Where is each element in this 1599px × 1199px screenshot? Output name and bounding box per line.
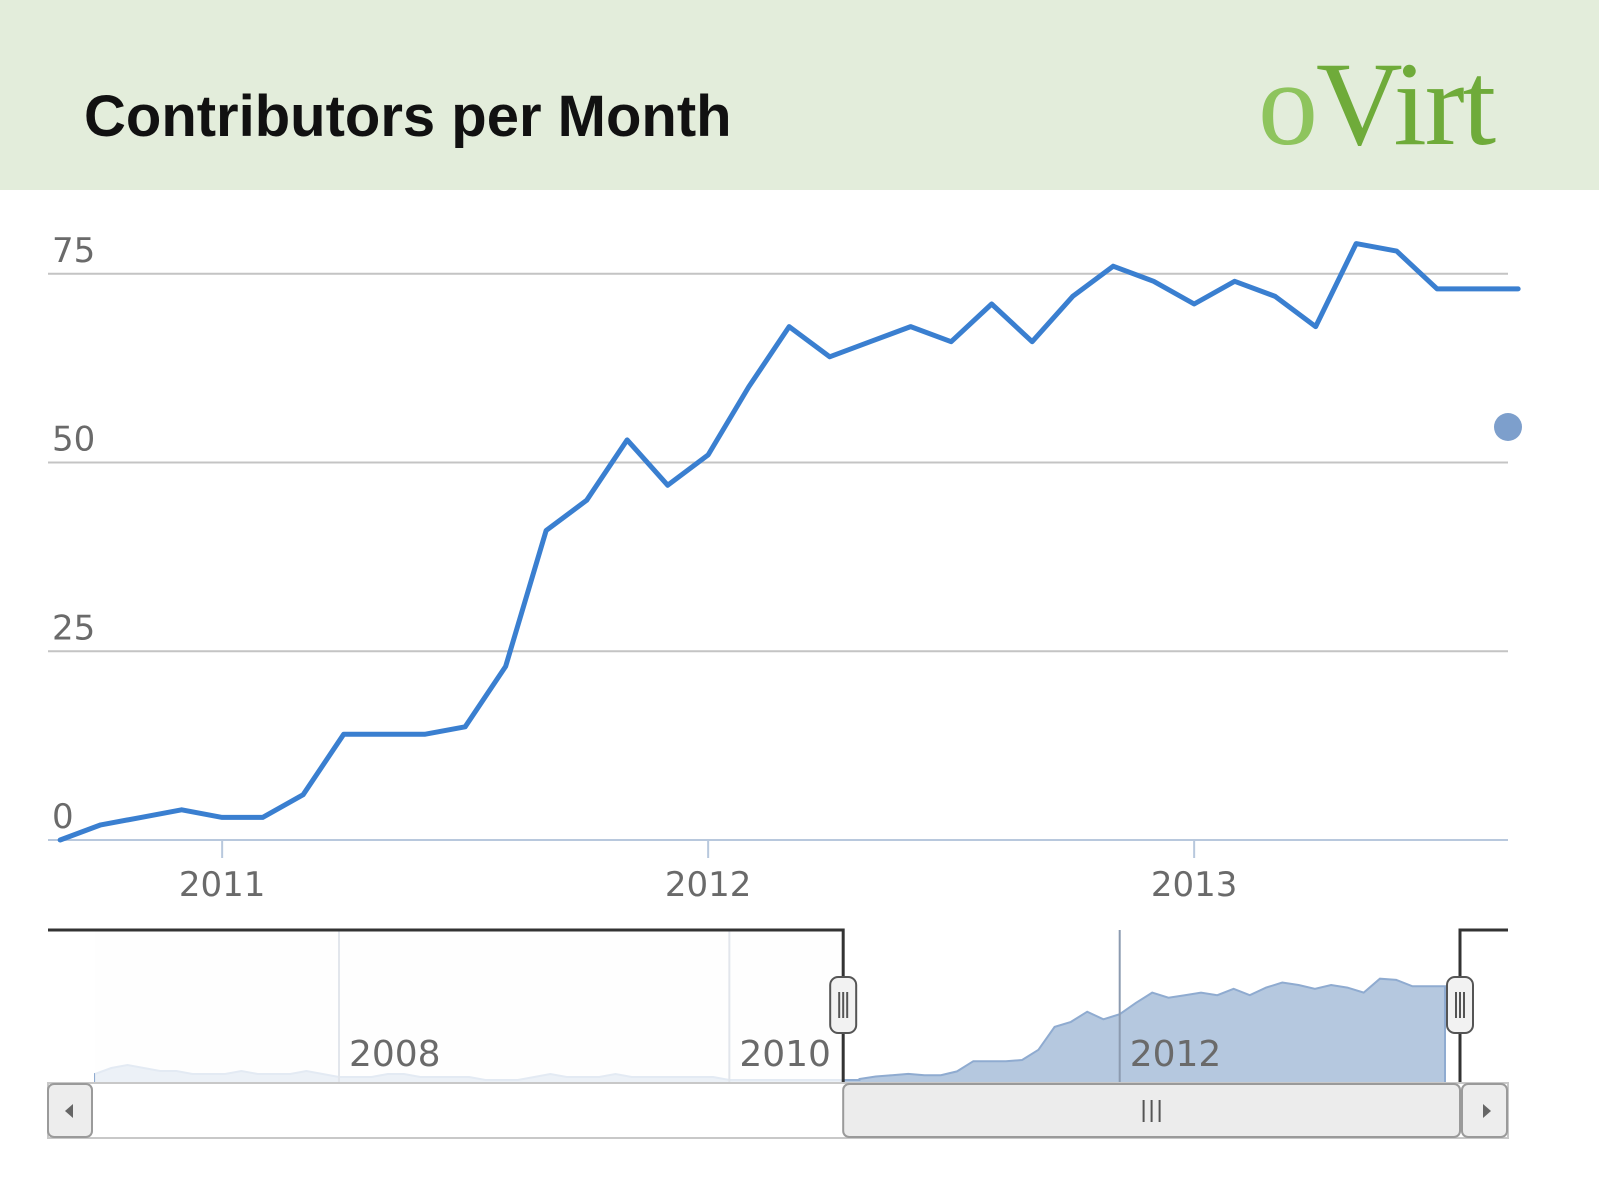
navigator-tick-labels: 2008 2010 2012	[337, 930, 1222, 1083]
navigator-tick-label: 2012	[1130, 1034, 1222, 1075]
chart-gridlines	[48, 272, 1508, 858]
scroll-right-arrow-button[interactable]	[1461, 1083, 1508, 1138]
scrollbar-thumb[interactable]	[842, 1083, 1461, 1138]
x-tick-label: 2011	[179, 865, 266, 905]
legend-marker	[1494, 413, 1522, 441]
x-tick-label: 2013	[1151, 865, 1238, 905]
y-tick-label: 50	[52, 420, 95, 460]
chart-legend	[1494, 413, 1522, 441]
navigator-left-handle[interactable]	[829, 976, 858, 1034]
series-line	[57, 241, 1521, 843]
y-tick-label: 75	[52, 231, 95, 271]
navigator-unselected-mask	[95, 930, 844, 1083]
y-tick-label: 25	[52, 608, 95, 648]
navigator-tick-label: 2008	[349, 1034, 441, 1075]
slide-header: Contributors per Month oVirt	[0, 0, 1599, 190]
left-arrow-icon	[65, 1104, 73, 1118]
navigator-margin	[48, 930, 95, 1083]
x-axis-tick-labels: 2011 2012 2013	[179, 865, 1238, 905]
ovirt-logo: oVirt	[1258, 37, 1496, 170]
y-tick-label: 0	[52, 797, 74, 837]
slide-title: Contributors per Month	[84, 84, 732, 149]
range-navigator[interactable]: 2008 2010 2012	[48, 928, 1508, 1084]
navigator-area	[94, 930, 1446, 1084]
scroll-left-arrow-button[interactable]	[47, 1083, 93, 1138]
right-arrow-icon	[1483, 1104, 1491, 1118]
y-axis-tick-labels: 0 25 50 75	[52, 231, 95, 837]
series-lines	[57, 241, 1521, 843]
navigator-scrollbar[interactable]	[47, 1082, 1509, 1139]
navigator-right-handle[interactable]	[1446, 976, 1474, 1034]
navigator-tick-label: 2010	[739, 1034, 831, 1075]
x-tick-label: 2012	[665, 865, 752, 905]
